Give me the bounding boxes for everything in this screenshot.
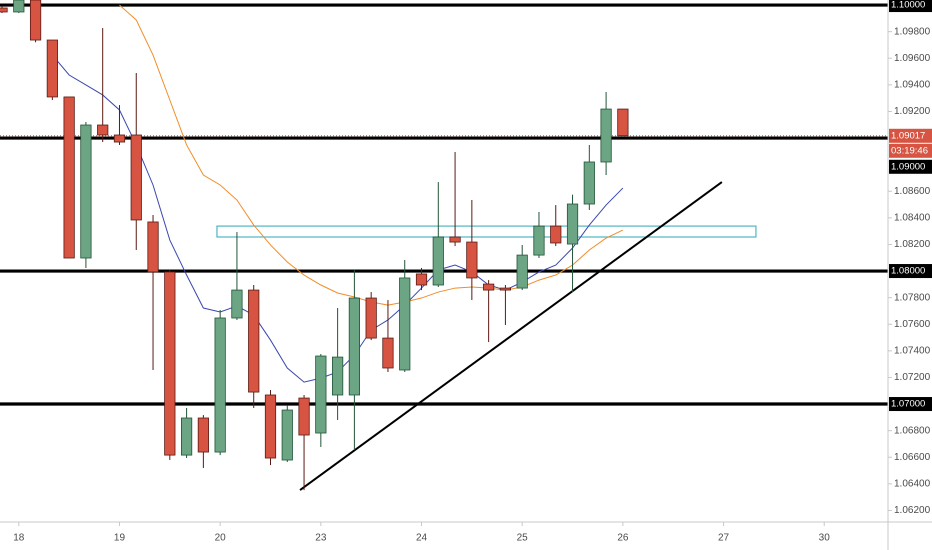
plot-area	[0, 0, 888, 491]
y-tick-label: 1.06200	[894, 505, 931, 516]
countdown: 03:19:46	[891, 145, 928, 156]
candle-body	[348, 297, 360, 396]
y-tick-label: 1.08600	[894, 186, 931, 197]
y-tick-label: 1.09200	[894, 106, 931, 117]
x-tick-label: 25	[517, 533, 529, 544]
candle-body	[46, 39, 58, 98]
level-label-box	[889, 0, 932, 13]
y-tick-label: 1.07600	[894, 319, 931, 330]
candle-body	[566, 203, 579, 245]
y-tick-label: 1.07800	[894, 292, 931, 303]
level-label-box	[889, 397, 932, 412]
candle-body	[382, 337, 394, 369]
candle-body	[432, 236, 444, 286]
last-price-label: 1.09017	[891, 130, 925, 141]
y-tick-label: 1.09800	[894, 26, 931, 37]
last-price-label-box	[889, 128, 932, 143]
level-label: 1.10000	[891, 0, 925, 11]
x-tick-label: 20	[215, 533, 227, 544]
y-tick-label: 1.06800	[894, 425, 931, 436]
x-tick-label: 19	[114, 533, 126, 544]
candle-body	[147, 221, 159, 273]
candle-body	[600, 108, 612, 163]
candle-body	[197, 417, 209, 453]
candle-body	[365, 297, 377, 339]
candle-body	[550, 225, 562, 244]
candle-body	[483, 283, 495, 291]
candle-body	[332, 356, 344, 396]
zone	[216, 225, 757, 238]
y-tick-label: 1.09600	[894, 53, 931, 64]
candle-body	[80, 124, 92, 259]
candle-body	[231, 289, 243, 319]
x-tick-label: 23	[315, 533, 327, 544]
x-tick-label: 27	[718, 533, 730, 544]
candle-body	[113, 134, 126, 143]
y-tick-label: 1.06400	[894, 478, 931, 489]
y-tick-label: 1.08200	[894, 239, 931, 250]
candle-body	[29, 0, 42, 41]
y-tick-label: 1.07200	[894, 372, 931, 383]
candle-body	[97, 124, 109, 136]
candle-body	[180, 417, 193, 456]
candle-body	[13, 0, 25, 13]
candle-body	[164, 271, 176, 456]
moving-average	[119, 4, 624, 306]
level-label: 1.08000	[891, 266, 925, 277]
candle-body	[399, 277, 411, 371]
candle-body	[466, 241, 478, 279]
candle-body	[516, 254, 528, 289]
candle-body	[63, 96, 75, 259]
candle-body	[130, 134, 142, 221]
x-tick-label: 26	[617, 533, 629, 544]
trendline	[299, 181, 723, 491]
level-label: 1.09000	[891, 161, 925, 172]
countdown-box	[889, 143, 932, 158]
candle-body	[214, 317, 226, 453]
axes: 1.09800 1.09600 1.09400 1.09200 1.08600 1.084…	[13, 0, 932, 544]
y-tick-label: 1.07400	[894, 345, 931, 356]
y-tick-label: 1.09400	[894, 79, 931, 90]
x-tick-label: 24	[416, 533, 428, 544]
level-label-box	[889, 264, 932, 279]
level-label: 1.07000	[891, 399, 925, 410]
y-tick-label: 1.08400	[894, 212, 931, 223]
candle-body	[248, 289, 260, 393]
candle-body	[281, 409, 293, 461]
level-label-box	[889, 159, 932, 174]
candle-body	[449, 236, 461, 243]
candle-body	[298, 397, 310, 436]
candle-body	[499, 287, 512, 291]
y-tick-label: 1.06600	[894, 452, 931, 463]
candle-body	[533, 225, 545, 256]
x-tick-label: 18	[13, 533, 25, 544]
candle-body	[264, 394, 277, 459]
x-tick-label: 30	[819, 533, 831, 544]
candle-body	[415, 273, 428, 286]
candle-body	[0, 7, 8, 13]
candle-body	[315, 355, 327, 434]
candle-body	[617, 108, 629, 137]
candle-body	[583, 161, 595, 205]
